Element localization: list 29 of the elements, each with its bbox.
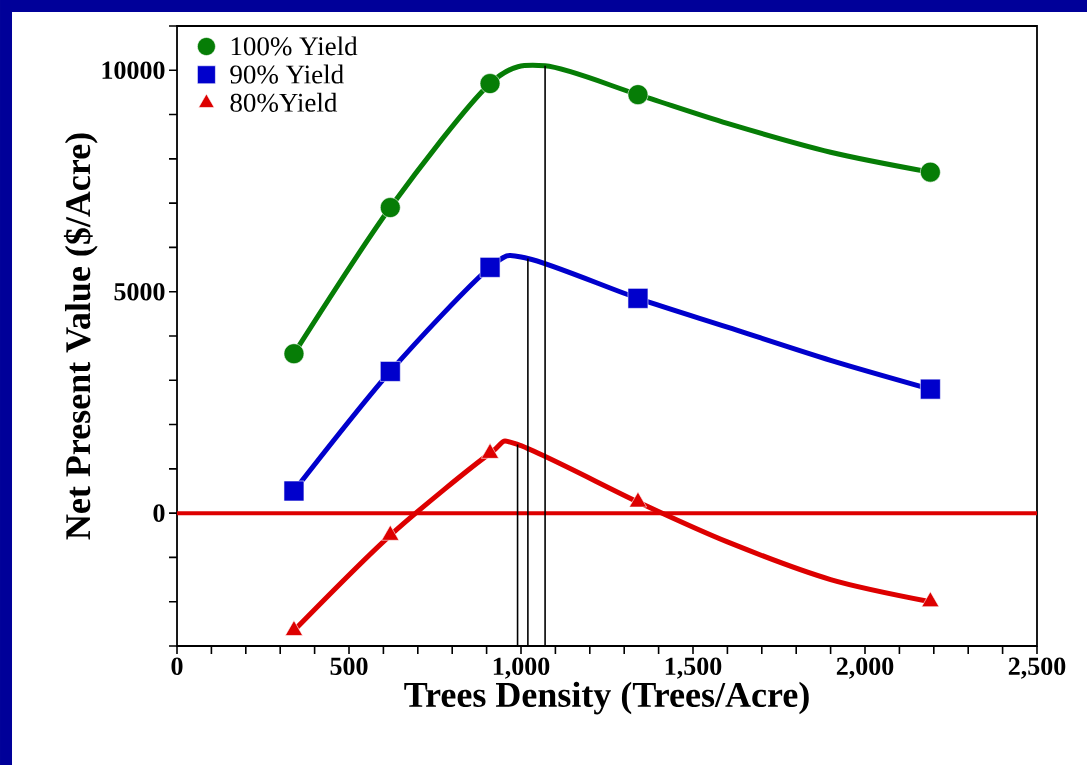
point xyxy=(920,161,941,183)
y-axis-title: Net Present Value ($/Acre) xyxy=(63,133,98,540)
y-tick-label: 0 xyxy=(153,504,165,522)
x-tick-label: 1,500 xyxy=(665,657,722,679)
point xyxy=(479,257,501,278)
point xyxy=(381,524,400,541)
x-tick-label: 500 xyxy=(330,657,368,676)
x-tick-label: 2,000 xyxy=(836,657,894,679)
point xyxy=(283,480,305,502)
legend-label: 90% Yield xyxy=(230,64,344,84)
y-tick-label: 10000 xyxy=(102,61,165,80)
legend-label: 100% Yield xyxy=(231,36,358,56)
point xyxy=(920,378,941,400)
x-tick-label: 0 xyxy=(171,657,183,676)
x-axis-title: Trees Density (Trees/Acre) xyxy=(404,681,809,715)
point xyxy=(283,343,305,364)
point xyxy=(921,591,940,607)
point xyxy=(379,361,401,382)
point xyxy=(627,288,649,309)
point xyxy=(379,197,401,218)
point xyxy=(481,443,499,459)
point xyxy=(479,73,501,94)
legend-label: 80%Yield xyxy=(230,92,338,112)
point xyxy=(627,84,649,105)
point xyxy=(629,491,647,508)
point xyxy=(285,620,303,636)
y-tick-label: 5000 xyxy=(114,282,165,301)
x-tick-label: 1,000 xyxy=(493,657,550,679)
x-tick-label: 2,500 xyxy=(1008,657,1066,679)
